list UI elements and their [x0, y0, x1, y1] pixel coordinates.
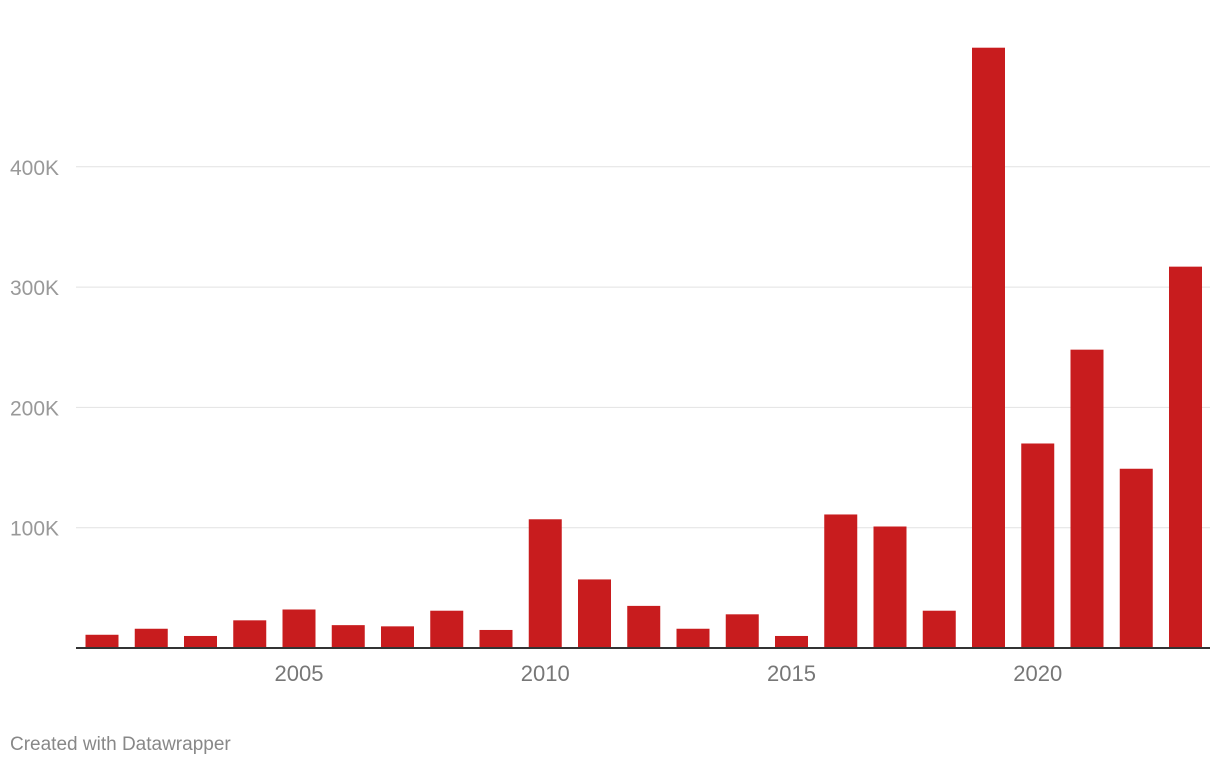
bar-2019: [972, 47, 1005, 648]
bars: [85, 47, 1202, 648]
y-tick-label: 300K: [10, 277, 59, 300]
x-axis-tick-labels: 2005 2010 2015 2020: [275, 661, 1063, 686]
bar-2014: [725, 614, 759, 648]
bar-2012: [627, 605, 661, 648]
bar-2004: [233, 620, 267, 648]
y-tick-label: 100K: [10, 518, 59, 541]
bar-2022: [1119, 468, 1153, 648]
y-tick-label: 200K: [10, 397, 59, 420]
bar-2001: [85, 634, 119, 648]
x-tick-label: 2020: [1013, 661, 1062, 686]
bar-2006: [331, 625, 365, 648]
bar-2009: [479, 629, 513, 648]
bar-2007: [381, 626, 414, 648]
datawrapper-credit: Created with Datawrapper: [10, 734, 231, 755]
bar-2020: [1021, 443, 1055, 648]
bar-2016: [824, 514, 858, 648]
gridlines: [76, 166, 1210, 529]
bar-2008: [430, 610, 464, 648]
x-tick-label: 2005: [275, 661, 324, 686]
bar-2002: [134, 628, 168, 648]
bar-2013: [676, 628, 710, 648]
bar-2011: [578, 579, 611, 648]
bar-2005: [282, 609, 316, 648]
x-tick-label: 2010: [521, 661, 570, 686]
x-tick-label: 2015: [767, 661, 816, 686]
bar-2023: [1169, 266, 1202, 648]
y-axis-tick-labels: 100K 200K 300K 400K: [10, 157, 59, 541]
bar-2021: [1070, 349, 1104, 648]
y-tick-label: 400K: [10, 157, 59, 180]
bar-2003: [184, 635, 217, 648]
bar-2017: [873, 526, 907, 648]
bar-2018: [922, 610, 956, 648]
bar-2015: [775, 635, 808, 648]
bar-2010: [528, 519, 562, 648]
